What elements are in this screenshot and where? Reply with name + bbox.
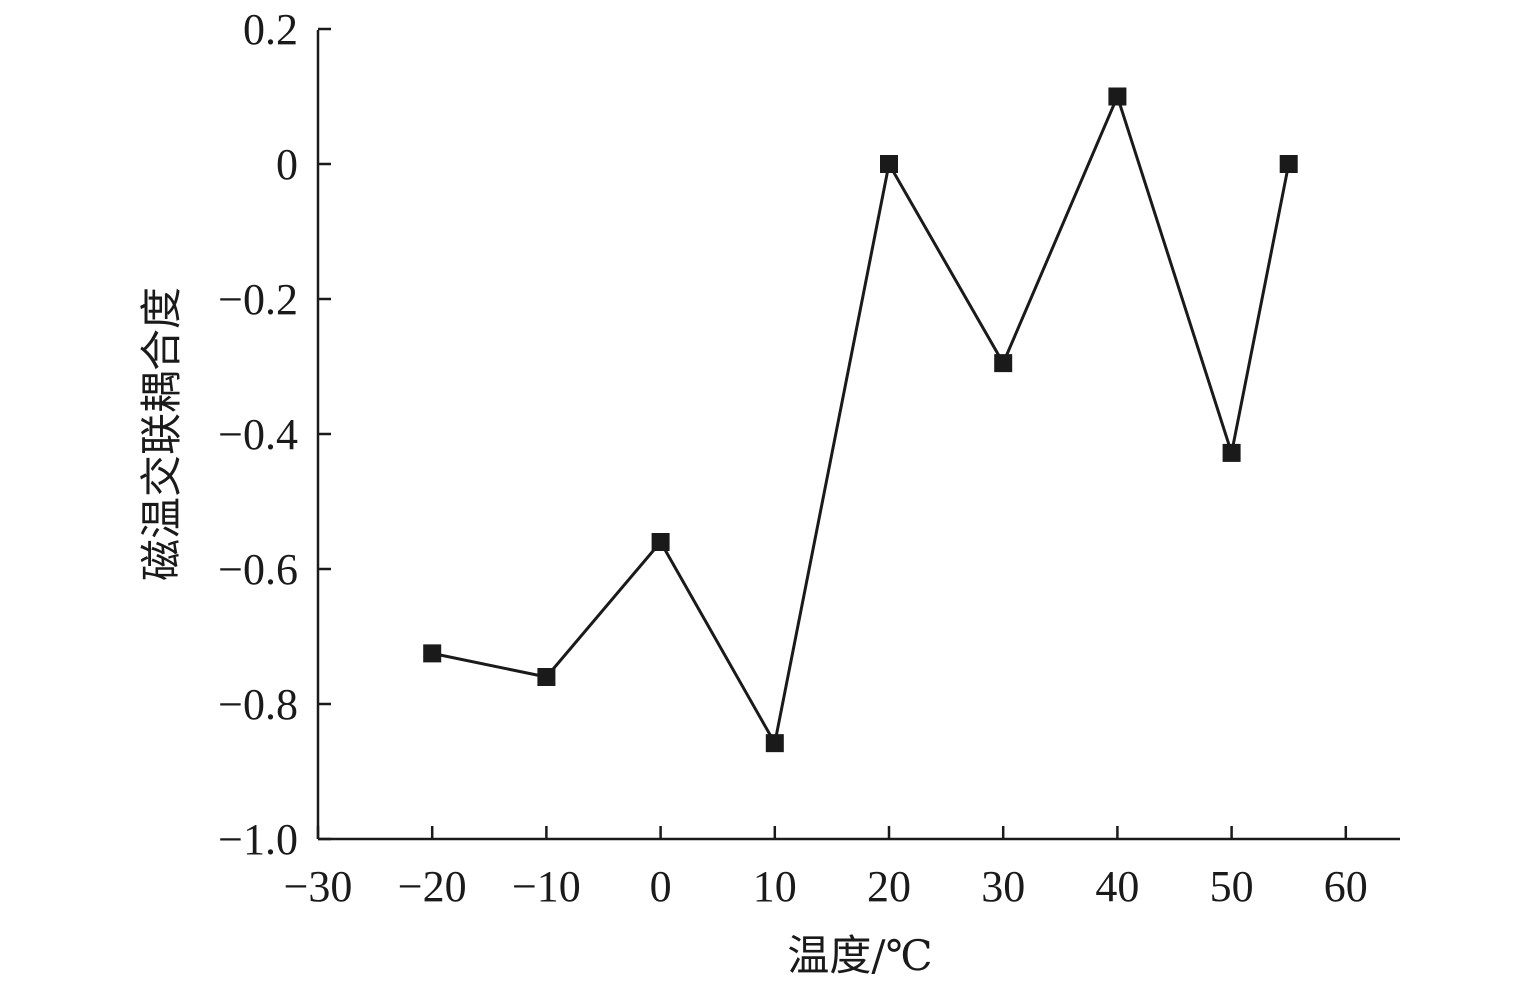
y-axis-title: 磁温交联耦合度 [137,287,186,581]
axes [316,30,1400,841]
data-point-marker [423,644,442,663]
y-tick-label: −0.2 [218,275,298,324]
data-point-marker [1108,87,1127,106]
data-point-marker [537,668,556,686]
x-tick-label: −30 [284,862,353,911]
y-tick-label: 0.2 [243,5,298,54]
data-point-marker [1222,443,1241,462]
x-tick-label: 30 [981,862,1025,911]
x-ticks: −30 −20 −10 0 10 20 30 40 50 60 [284,826,1368,911]
data-point-marker [1279,155,1298,173]
y-tick-label: 0 [276,140,298,189]
y-tick-label: −0.8 [218,680,298,729]
data-point-marker [880,155,898,173]
data-point-marker [994,354,1013,373]
x-tick-label: 50 [1210,862,1254,911]
y-tick-label: −1.0 [218,815,298,864]
x-tick-label: 0 [650,862,672,911]
series-layer [423,87,1298,753]
data-point-marker [765,734,784,753]
x-tick-label: −20 [398,862,467,911]
x-tick-label: 60 [1324,862,1368,911]
series-line [431,92,1291,748]
data-point-marker [651,533,670,551]
x-tick-label: 10 [753,862,797,911]
y-tick-label: −0.4 [218,410,298,459]
y-ticks: −1.0 −0.8 −0.6 −0.4 −0.2 0 0.2 [218,5,331,864]
x-tick-label: −10 [512,862,581,911]
x-tick-label: 20 [867,862,911,911]
x-axis-title: 温度/℃ [787,931,932,980]
x-tick-label: 40 [1095,862,1139,911]
y-tick-label: −0.6 [218,545,298,594]
